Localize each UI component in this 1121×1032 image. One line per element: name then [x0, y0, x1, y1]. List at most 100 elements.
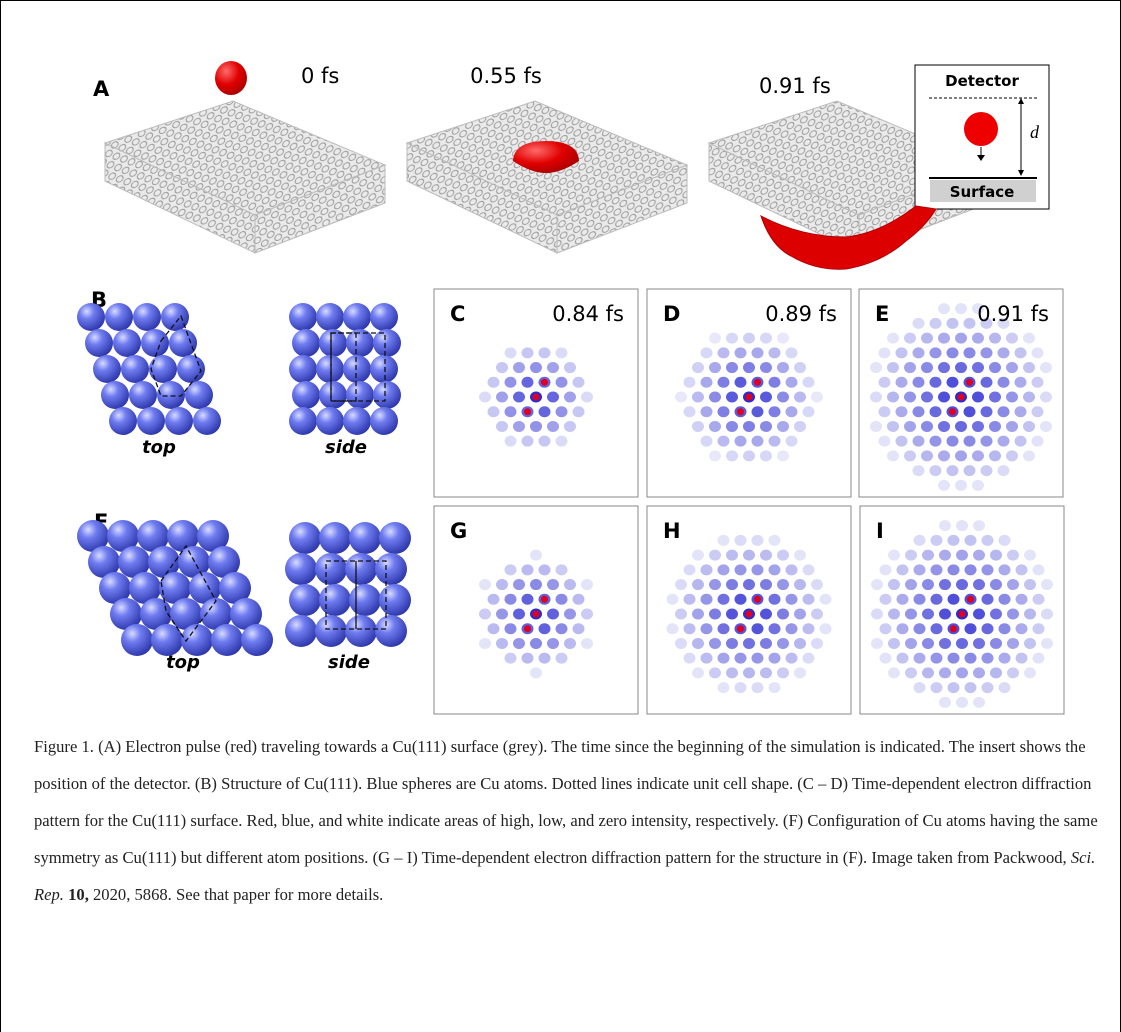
diffraction-spot	[504, 593, 517, 605]
figure: A 0 fs 0.55 fs 0.91 fs Detector d Surfac…	[77, 61, 1065, 715]
cu-atom	[121, 624, 153, 656]
diffraction-spot	[980, 435, 993, 447]
diffraction-spot	[921, 332, 933, 344]
diffraction-spot	[938, 479, 950, 491]
diffraction-spot	[913, 682, 926, 694]
diffraction-spot	[930, 682, 943, 694]
diffraction-spot	[717, 623, 730, 635]
diffraction-spot	[743, 549, 755, 561]
diffraction-spot	[692, 637, 704, 649]
diffraction-spot	[734, 376, 747, 388]
diffraction-spot	[768, 652, 781, 664]
diffraction-spot	[1031, 347, 1044, 359]
diffraction-spot	[981, 682, 994, 694]
diffraction-spot	[521, 347, 534, 359]
diffraction-spot	[794, 420, 806, 432]
diffraction-spot	[947, 682, 960, 694]
cu-atom	[346, 329, 374, 357]
view-label: side	[325, 437, 367, 458]
diffraction-spot	[887, 362, 899, 374]
cu-atom	[118, 546, 150, 578]
diffraction-spot	[922, 637, 934, 649]
diffraction-spot	[989, 450, 1001, 462]
diffraction-spot	[904, 332, 916, 344]
diffraction-spot	[1006, 450, 1018, 462]
diffraction-spot	[997, 347, 1010, 359]
diffraction-spot	[1040, 391, 1052, 403]
cu-atom	[285, 553, 317, 585]
cu-atom	[373, 329, 401, 357]
diffraction-spot	[794, 579, 806, 591]
diffraction-spot	[989, 362, 1001, 374]
diffraction-spot	[938, 391, 950, 403]
panel-label: H	[663, 519, 681, 543]
diffraction-spot	[1006, 391, 1018, 403]
diffraction-spot	[777, 637, 789, 649]
panel-label: E	[875, 302, 889, 326]
diffraction-spot	[990, 579, 1002, 591]
diffraction-spot	[939, 520, 951, 532]
diffraction-spot	[496, 420, 508, 432]
diffraction-spot	[760, 332, 772, 344]
diffraction-spot	[929, 435, 942, 447]
diffraction-spot	[956, 637, 968, 649]
diffraction-spot	[870, 362, 882, 374]
diffraction-spot	[819, 623, 832, 635]
diffraction-spot	[896, 652, 909, 664]
diffraction-spot	[998, 652, 1011, 664]
diffraction-spot	[998, 534, 1011, 546]
diffraction-spot	[683, 623, 696, 635]
diffraction-spot	[955, 420, 967, 432]
diffraction-spot	[955, 479, 967, 491]
cu-atom	[343, 407, 371, 435]
diffraction-spot	[754, 378, 761, 386]
diffraction-spot	[683, 406, 696, 418]
cu-atom	[101, 381, 129, 409]
diffraction-spot	[700, 623, 713, 635]
diffraction-spot	[524, 408, 531, 416]
diffraction-spot	[1007, 549, 1019, 561]
diffraction-spot	[963, 347, 976, 359]
diffraction-spot	[989, 391, 1001, 403]
diffraction-spot	[802, 376, 815, 388]
diffraction-spot	[904, 420, 916, 432]
detector-inset: Detector d Surface	[914, 64, 1050, 210]
diffraction-spot	[989, 332, 1001, 344]
diffraction-spot	[990, 608, 1002, 620]
diffraction-spot	[1007, 608, 1019, 620]
diffraction-spot	[683, 652, 696, 664]
diffraction-spot	[904, 391, 916, 403]
diffraction-spot	[912, 317, 925, 329]
diffraction-spot	[530, 579, 542, 591]
diffraction-spot	[768, 435, 781, 447]
diffraction-spot	[521, 652, 534, 664]
diffraction-spot	[479, 637, 491, 649]
caption-text: 2020, 5868. See that paper for more deta…	[88, 884, 384, 904]
diffraction-spot	[785, 347, 798, 359]
diffraction-spot	[888, 637, 900, 649]
diffraction-spot	[879, 593, 892, 605]
diffraction-spot	[1023, 362, 1035, 374]
diffraction-spot	[819, 593, 832, 605]
diffraction-spot	[811, 608, 823, 620]
diffraction-spot	[717, 593, 730, 605]
diffraction-spot	[939, 637, 951, 649]
diffraction-spot	[888, 549, 900, 561]
diffraction-spot	[709, 420, 721, 432]
diffraction-spot	[955, 332, 967, 344]
electron-pulse	[513, 141, 579, 173]
diffraction-spot	[922, 579, 934, 591]
diffraction-spot	[949, 408, 956, 416]
diffraction-spot	[912, 376, 925, 388]
diffraction-spot	[555, 593, 568, 605]
diffraction-spot	[973, 696, 985, 708]
diffraction-spot	[905, 549, 917, 561]
diffraction-spot	[675, 608, 687, 620]
diffraction-spot	[555, 347, 568, 359]
diffraction-spot	[964, 534, 977, 546]
panel-label: G	[450, 519, 467, 543]
diffraction-spot	[692, 579, 704, 591]
diffraction-spot	[547, 608, 559, 620]
diffraction-spot	[751, 682, 764, 694]
diffraction-spot	[887, 420, 899, 432]
